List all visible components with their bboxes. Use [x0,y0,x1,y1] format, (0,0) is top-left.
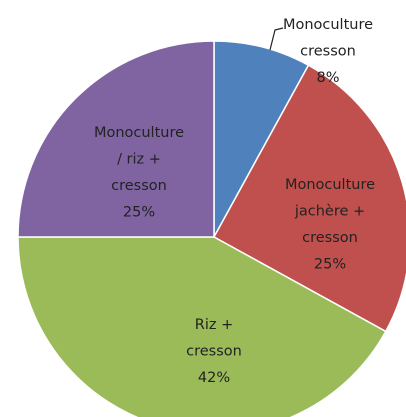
value-label: 25% [123,205,155,221]
pie [17,40,406,417]
slice-label: cresson [300,44,356,60]
slice [17,236,387,417]
slice [212,64,406,333]
slice-label: Monoculture [285,177,375,193]
value-label: 42% [198,370,230,386]
slice-label: jachère + [294,204,365,220]
slice [17,40,215,238]
slice-label: Riz + [195,317,233,333]
labels: Monoculture cresson 8% Monoculture jachère +… [94,17,375,386]
slice-label: / riz + [117,152,161,168]
slice-label: Monoculture [94,125,184,141]
value-label: 25% [314,257,346,273]
slice [213,40,310,238]
slice-label: Monoculture [283,17,373,33]
slice-label: cresson [186,344,242,360]
slice-label: cresson [111,178,167,194]
leader-line [269,27,284,51]
slice-label: cresson [302,230,358,246]
value-label: 8% [316,70,339,86]
